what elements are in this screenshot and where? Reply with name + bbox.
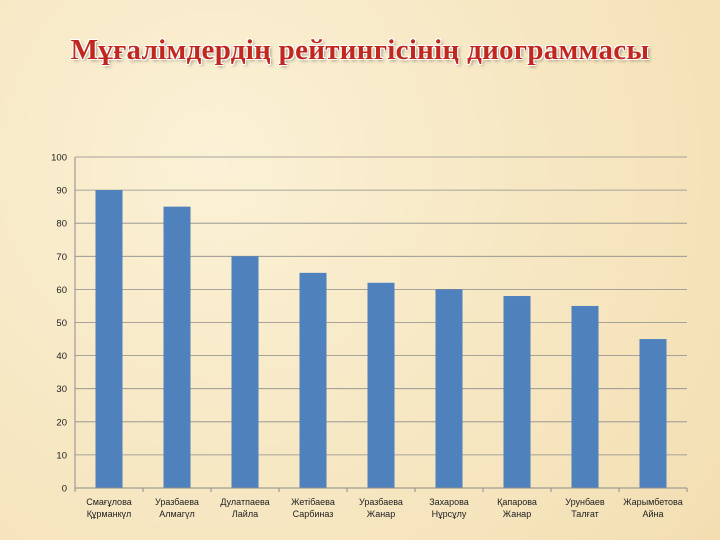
axes bbox=[74, 157, 688, 492]
x-category-label: Жанар bbox=[367, 509, 395, 519]
x-category-label: Уразбаева bbox=[359, 497, 403, 507]
x-category-label: Уразбаева bbox=[155, 497, 199, 507]
bar bbox=[367, 282, 395, 488]
y-tick-label: 40 bbox=[56, 351, 67, 362]
x-category-label: Урунбаев bbox=[565, 497, 605, 507]
x-category-label: Талғат bbox=[571, 509, 599, 519]
y-tick-label: 70 bbox=[56, 252, 67, 263]
y-tick-label: 20 bbox=[56, 417, 67, 428]
x-category-label: Алмагүл bbox=[159, 509, 194, 519]
bar bbox=[231, 256, 259, 488]
x-category-label: Жарымбетова bbox=[623, 497, 682, 507]
bar bbox=[95, 190, 123, 488]
y-tick-label: 50 bbox=[56, 318, 67, 329]
x-category-label: Құрманкүл bbox=[87, 509, 132, 519]
bar bbox=[163, 206, 191, 488]
y-tick-label: 80 bbox=[56, 219, 67, 230]
y-tick-label: 100 bbox=[51, 153, 67, 164]
y-tick-label: 0 bbox=[62, 484, 67, 495]
bar bbox=[503, 296, 531, 488]
x-category-label: Захарова bbox=[429, 497, 469, 507]
bar bbox=[571, 305, 599, 488]
x-category-label: Жанар bbox=[503, 509, 531, 519]
x-category-label: Лайла bbox=[232, 509, 258, 519]
bar bbox=[299, 272, 327, 488]
y-tick-label: 30 bbox=[56, 384, 67, 395]
y-tick-label: 90 bbox=[56, 186, 67, 197]
x-category-label: Сарбиназ bbox=[293, 509, 334, 519]
x-category-label: Қапарова bbox=[497, 497, 537, 507]
chart-title: Мұғалімдердің рейтингісінің диограммасы bbox=[70, 34, 650, 66]
x-category-label: Смағұлова bbox=[86, 497, 132, 507]
y-tick-label: 10 bbox=[56, 450, 67, 461]
y-tick-label: 60 bbox=[56, 285, 67, 296]
x-category-label: Дулатпаева bbox=[220, 497, 269, 507]
axis-labels: 0 10 20 30 40 50 60 70 80 90 100 Смағұлова Құрманкүл… bbox=[51, 153, 683, 520]
x-category-label: Жетібаева bbox=[291, 497, 335, 507]
bar bbox=[435, 289, 463, 488]
x-category-label: Айна bbox=[642, 509, 663, 519]
bars bbox=[95, 190, 667, 488]
bar bbox=[639, 339, 667, 488]
x-category-label: Нұрсұлу bbox=[432, 509, 467, 519]
